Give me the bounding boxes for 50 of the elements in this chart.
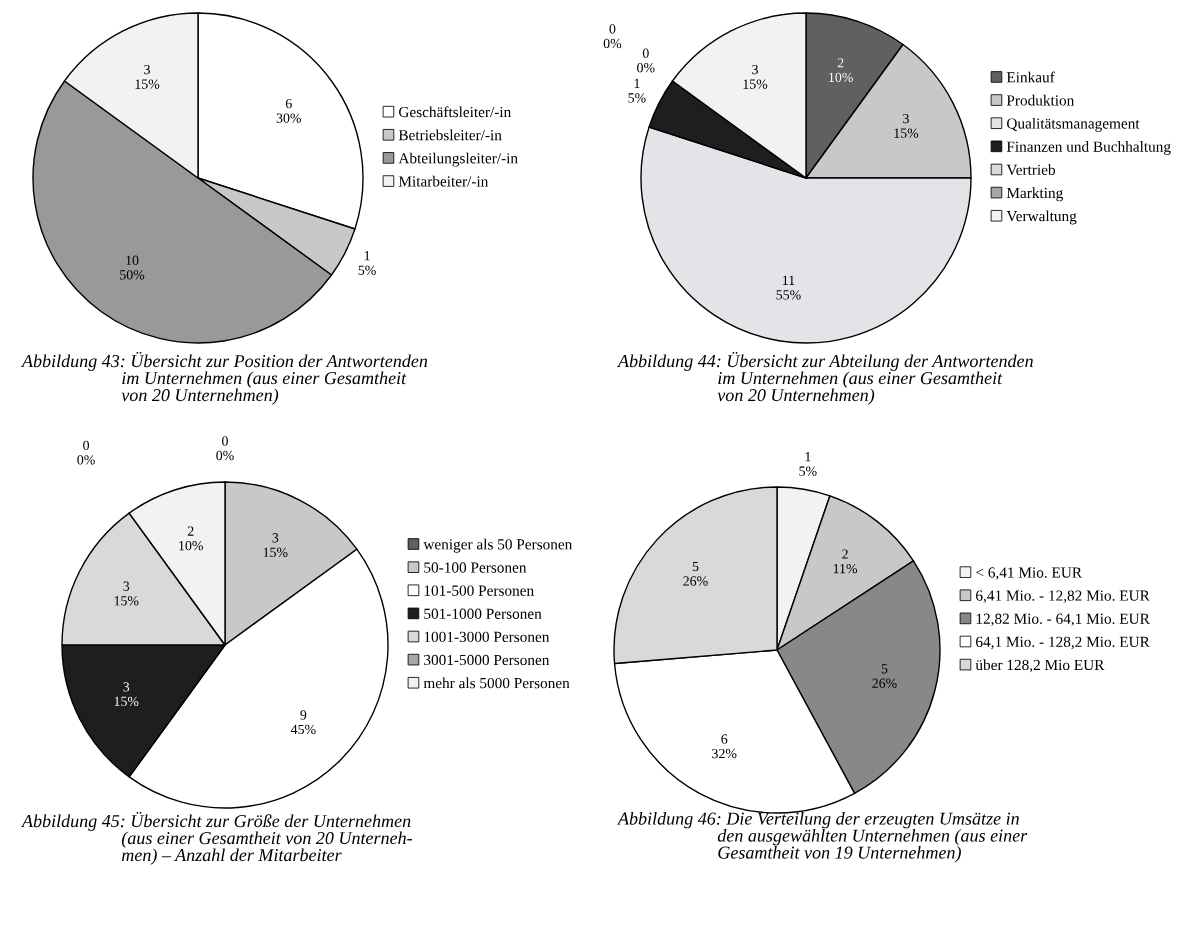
legend-label: Betriebsleiter/-in [398, 129, 502, 141]
data-label: 10 50% [120, 255, 145, 280]
text: 0 0% [603, 24, 622, 49]
legend-label: 12,82 Mio. - 64,1 Mio. EUR [976, 613, 1150, 627]
text: Abbildung 43: Übersicht zur Position der Antwortenden im Unternehmen (aus einer Gesamtheit von 20 Unternehmen) [21, 352, 428, 405]
data-label: 2 11% [833, 549, 858, 574]
text: 0 0% [637, 48, 655, 73]
legend-label: weniger als 50 Personen [423, 538, 573, 553]
text: 0 0% [77, 440, 95, 465]
data-label: 6 32% [712, 734, 737, 759]
legend-label: 50-100 Personen [424, 562, 527, 573]
legend-label: Mitarbeiter/-in [398, 175, 489, 187]
data-label: 9 45% [290, 710, 316, 735]
data-label: 3 15% [743, 64, 768, 89]
legend-label: 6,41 Mio. - 12,82 Mio. EUR [976, 590, 1150, 603]
text: Abbildung 44: Übersicht zur Abteilung der Antwortenden im Unternehmen (aus einer Gesamtheit von 20 Unternehmen) [617, 352, 1033, 405]
legend-label: Einkauf [1006, 71, 1055, 83]
text: 0 0% [216, 436, 234, 461]
data-label: 2 10% [179, 526, 203, 551]
data-label: 3 15% [135, 64, 160, 89]
data-label: 3 15% [114, 682, 139, 707]
legend-label: Vertrieb [1006, 164, 1056, 176]
legend-label: Produktion [1006, 94, 1075, 106]
text: Abbildung 46: Die Verteilung der erzeugten Umsätze in den ausgewählten Unternehmen (aus einer Gesamtheit von 19 Unternehmen) [617, 812, 1028, 863]
text: Abbildung 45: Übersicht zur Größe der Unternehmen (aus einer Gesamtheit von 20 Unterneh- men) – Anzahl der Mitarbeiter [21, 812, 412, 865]
legend-label: Verwaltung [1006, 210, 1077, 225]
data-label: 5 26% [683, 561, 708, 586]
legend-label: 1001-3000 Personen [424, 631, 550, 643]
legend-label: 101-500 Personen [424, 585, 534, 596]
data-label: 3 15% [114, 581, 139, 606]
data-label: 6 30% [276, 98, 302, 123]
legend-label: mehr als 5000 Personen [423, 677, 570, 689]
data-label: 1 5% [799, 452, 817, 476]
legend-label: über 128,2 Mio EUR [975, 659, 1105, 673]
data-label: 3 15% [263, 533, 288, 558]
legend-label: 501-1000 Personen [424, 608, 542, 619]
data-label: 3 15% [894, 113, 919, 138]
legend-label: 3001-5000 Personen [424, 654, 550, 666]
legend-label: 64,1 Mio. - 128,2 Mio. EUR [976, 636, 1150, 650]
data-label: 1 5% [628, 78, 646, 103]
legend-label: Geschäftsleiter/-in [399, 106, 511, 118]
data-label: 2 10% [829, 58, 853, 83]
data-label: 11 55% [776, 275, 801, 300]
data-label: 1 5% [358, 251, 376, 275]
legend-label: < 6,41 Mio. EUR [976, 567, 1083, 580]
legend-label: Abteilungsleiter/-in [398, 152, 518, 167]
legend-label: Markting [1006, 187, 1063, 202]
legend-label: Qualitätsmanagement [1007, 117, 1140, 132]
legend-label: Finanzen und Buchhaltung [1006, 141, 1171, 155]
data-label: 5 26% [872, 664, 897, 688]
